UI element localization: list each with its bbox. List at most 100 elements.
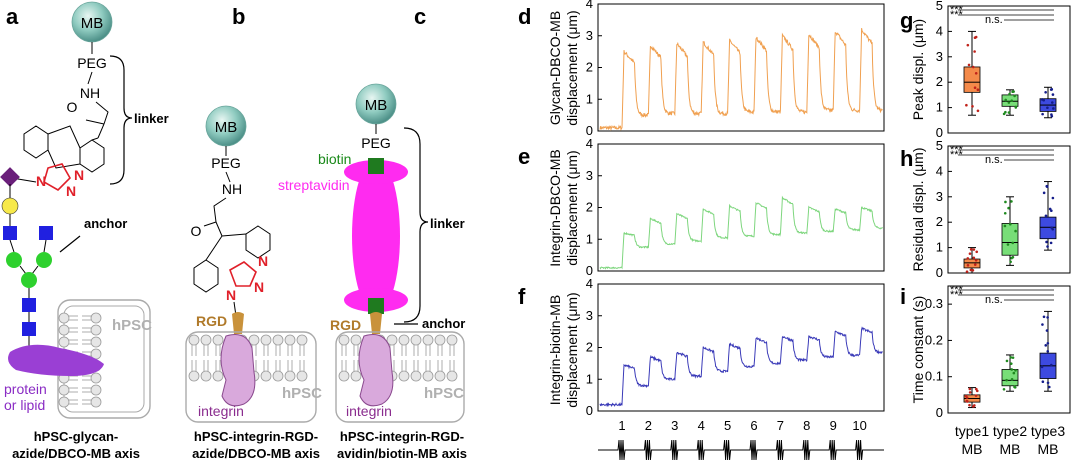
anchor-label-a: anchor [84,216,127,231]
integrin-label-c: integrin [346,403,392,419]
y-tick-label: 4 [936,163,943,178]
lipid-head-top [446,334,458,346]
lipid-head-bottom [422,370,434,382]
y-tick-label: 0 [586,263,593,278]
lipid-head-top [200,334,212,346]
data-point [972,256,976,260]
panel-b: b MB PEG NH O N N N RGD hPSC integrin hP… [185,4,322,461]
biotin-bottom-c [368,298,384,314]
significance-label: n.s. [985,14,1003,26]
data-point [971,269,975,272]
panel-e: e Integrin-DBCO-MB displacement (μm) 0 1 2… [518,136,885,278]
panel-c-label: c [414,4,426,29]
lipid-head-bottom [212,370,224,382]
pulse-number-label: 8 [803,418,810,433]
panel-g-label: g [900,8,913,33]
y-tick-label: 0 [936,265,943,280]
lipid-head-top [296,334,308,346]
data-point [1005,378,1008,382]
cell-label-b: hPSC [282,385,322,402]
data-point [1050,88,1054,91]
pulse-number-label: 4 [698,418,705,433]
y-tick-label: 3 [586,168,593,183]
data-point [1010,368,1014,371]
data-point [1049,241,1053,245]
carbonyl-o-label-a: O [67,99,78,115]
data-point [1011,356,1015,359]
data-point [1047,385,1051,389]
data-point [975,250,979,254]
y-tick-label: 3 [586,28,593,43]
y-tick-label: 2 [586,200,593,215]
bead-label-a: MB [81,15,104,32]
data-point [1046,381,1050,385]
glycan-square-glcnac-icon-2 [39,226,53,240]
panel-i-plot: Time constant (s) 0 0.1 0.2 0.3 ****** n.s. typ… [910,284,1071,457]
panel-g-plot: Peak displ. (μm) 0 1 2 3 4 5 ****** n.s. [910,0,1071,140]
data-point [966,400,969,403]
glycan-diamond-sialic-icon [0,167,20,187]
lipid-head-bottom [188,370,200,382]
glycan-circle-mannose-core-icon [21,272,37,288]
dbco-ring-left-b [193,259,219,293]
triazole-n2-a: N [66,183,76,199]
protein-label-line2-a: or lipid [4,397,45,413]
caption-a-line1: hPSC-glycan- [34,429,119,444]
panel-d-axes: 0 1 2 3 4 [586,0,885,138]
panel-c: c MB PEG biotin streptavidin linker anch… [278,4,467,461]
lipid-head-right [90,396,102,408]
plot-frame [947,145,1071,274]
nh-label-a: NH [80,85,100,101]
data-point [1044,344,1048,347]
data-point [971,105,974,108]
panel-e-label: e [518,144,530,169]
bead-label-b: MB [215,119,238,136]
lipid-head-top [284,334,296,346]
linker-label-c: linker [430,216,465,231]
displacement-trace [599,28,883,132]
significance-label: n.s. [985,154,1003,166]
box-iqr [1001,223,1019,256]
lipid-head-right [90,336,102,348]
lipid-head-right [90,312,102,324]
data-point [968,391,972,394]
data-point [1013,94,1016,98]
significance-label: *** [950,289,964,301]
pulse-number-label: 10 [852,418,866,433]
plot-frame [947,5,1071,134]
data-point [1050,113,1053,116]
panel-h: h Residual displ. (μm) 0 1 2 3 4 5 ****** n.s. [900,138,1071,280]
cell-label-a: hPSC [112,317,152,334]
dbco-ring-left-a [23,125,49,159]
y-tick-label: 3 [586,308,593,323]
data-point [969,268,973,272]
pulse-row: 1 2 3 4 5 6 7 8 9 10 [598,418,884,461]
lipid-head-top [338,334,350,346]
membrane-protein-a [8,344,104,376]
data-point [974,72,978,75]
panel-d: d Glycan-DBCO-MB displacement (μm) 0 1 2 3 4 [518,0,885,138]
peg-label-b: PEG [211,155,241,171]
data-point [1014,229,1017,233]
lipid-head-top [248,334,260,346]
panel-d-ylabel-line1: Glycan-DBCO-MB [547,11,563,125]
protein-label-line1-a: protein [4,381,47,397]
lipid-head-bottom [296,370,308,382]
panel-i-label: i [900,284,906,309]
panel-f-label: f [518,284,526,309]
data-point [1045,329,1049,332]
pulse-number-label: 2 [645,418,652,433]
streptavidin-body-c [352,158,400,314]
y-tick-label: 1 [936,240,943,255]
y-tick-label: 1 [936,100,943,115]
data-point [1009,362,1013,365]
pulse-number-label: 7 [777,418,784,433]
lipid-head-top [350,334,362,346]
panel-e-axes: 0 1 2 3 4 [586,136,885,278]
lipid-head-top [386,334,398,346]
caption-c-line2: avidin/biotin-MB axis [337,446,467,461]
pulse-number-label: 9 [830,418,837,433]
box-iqr [1039,216,1057,240]
data-point [974,259,978,262]
y-tick-label: 1 [586,91,593,106]
